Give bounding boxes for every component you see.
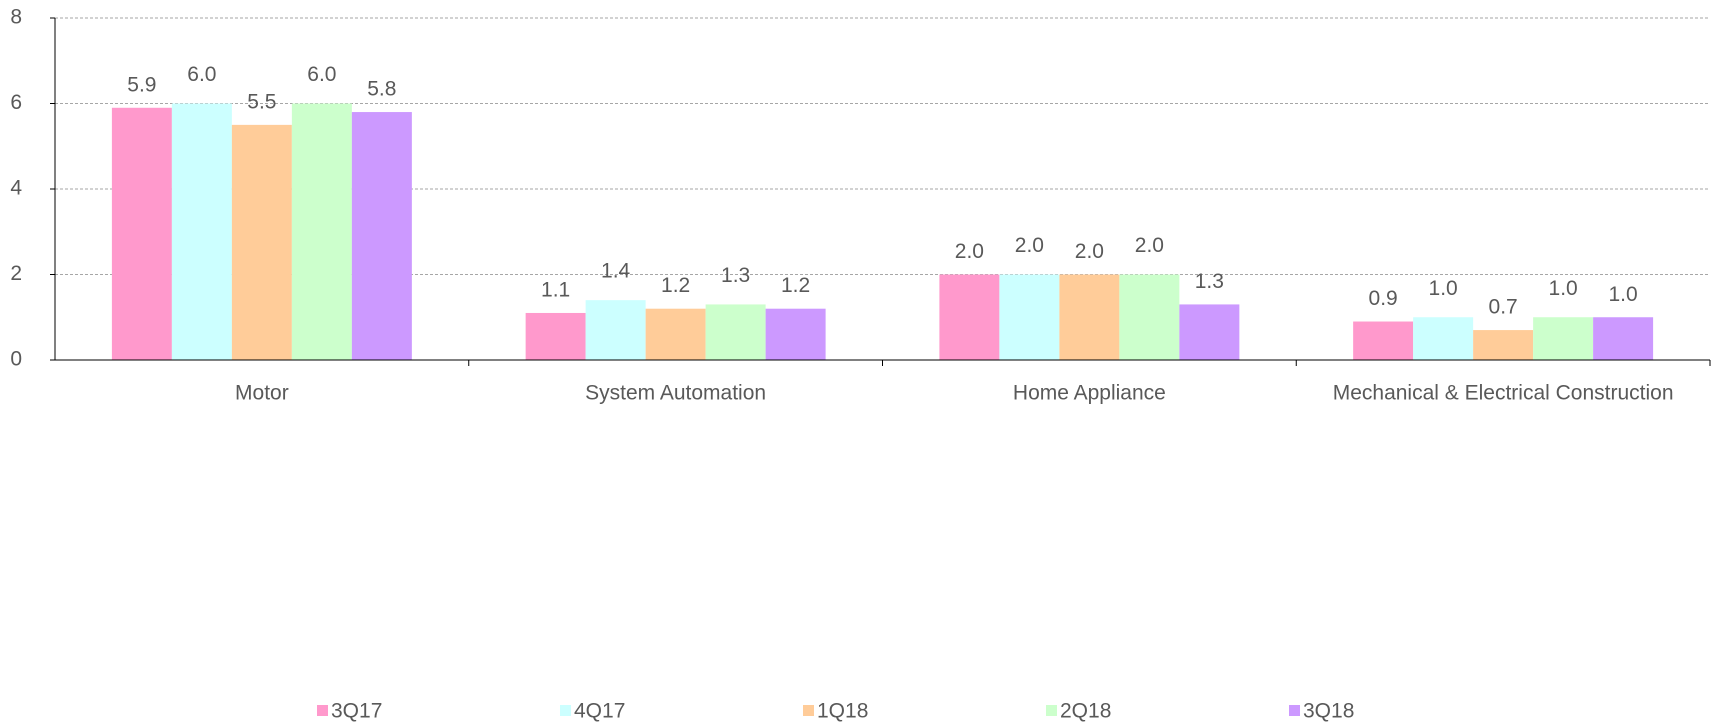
bar — [525, 312, 586, 360]
data-label: 0.7 — [1489, 296, 1518, 319]
data-label: 1.4 — [601, 260, 631, 283]
y-tick-label: 2 — [10, 262, 22, 285]
bar — [939, 274, 1000, 360]
data-label: 0.9 — [1369, 287, 1398, 310]
bar — [171, 103, 232, 360]
legend-label: 3Q18 — [1303, 700, 1354, 723]
bar — [765, 308, 826, 360]
y-tick-label: 0 — [10, 348, 22, 371]
data-label: 2.0 — [1075, 240, 1104, 263]
data-label: 1.0 — [1429, 277, 1458, 300]
bar — [705, 304, 766, 360]
data-label: 1.3 — [1195, 270, 1224, 293]
x-tick-label: Mechanical & Electrical Construction — [1333, 382, 1674, 405]
data-label: 2.0 — [955, 240, 984, 263]
data-label: 6.0 — [307, 63, 336, 86]
data-label: 1.1 — [541, 279, 570, 302]
legend-swatch — [803, 705, 814, 716]
data-label: 5.5 — [247, 90, 276, 113]
bar — [1473, 330, 1534, 360]
bar — [1353, 321, 1414, 360]
legend-label: 3Q17 — [331, 700, 382, 723]
data-label: 1.3 — [721, 264, 750, 287]
bar — [1179, 304, 1240, 360]
bar — [231, 124, 292, 360]
data-label: 1.0 — [1609, 283, 1638, 306]
legend-label: 1Q18 — [817, 700, 868, 723]
legend-swatch — [1289, 705, 1300, 716]
bar — [111, 107, 172, 361]
legend-label: 4Q17 — [574, 700, 625, 723]
y-tick-label: 8 — [10, 6, 22, 29]
x-tick-label: System Automation — [585, 382, 766, 405]
data-label: 6.0 — [187, 63, 216, 86]
bar — [351, 112, 412, 360]
bar — [1533, 317, 1594, 360]
legend-swatch — [1046, 705, 1057, 716]
bar — [291, 103, 352, 360]
bar — [1119, 274, 1180, 360]
data-label: 5.8 — [367, 78, 396, 101]
bar — [1593, 317, 1654, 360]
legend-label: 2Q18 — [1060, 700, 1111, 723]
data-label: 1.0 — [1549, 277, 1578, 300]
data-label: 2.0 — [1135, 234, 1164, 257]
data-label: 1.2 — [661, 274, 690, 297]
legend-swatch — [317, 705, 328, 716]
x-tick-label: Motor — [235, 382, 289, 405]
data-label: 1.2 — [781, 274, 810, 297]
data-label: 5.9 — [127, 73, 156, 96]
data-label: 2.0 — [1015, 234, 1044, 257]
x-tick-label: Home Appliance — [1013, 382, 1166, 405]
bar — [1413, 317, 1474, 360]
bar — [645, 308, 706, 360]
y-tick-label: 6 — [10, 91, 22, 114]
legend-swatch — [560, 705, 571, 716]
y-tick-label: 4 — [10, 177, 22, 200]
bar — [1059, 274, 1120, 360]
bar — [585, 300, 646, 360]
bar — [999, 274, 1060, 360]
